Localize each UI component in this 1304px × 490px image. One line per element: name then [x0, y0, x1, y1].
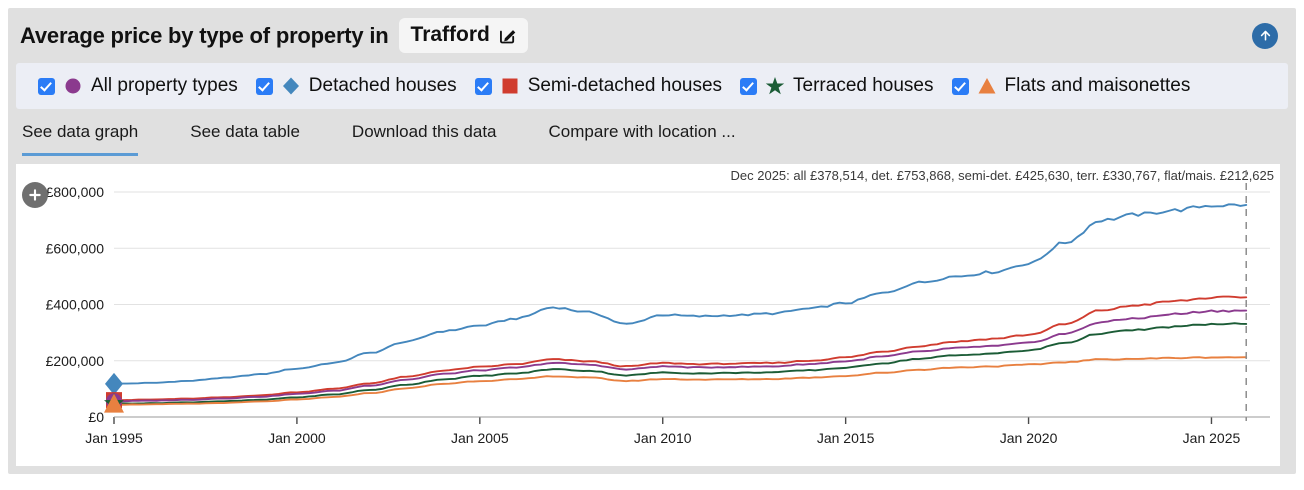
series-start-marker-triangle [104, 393, 124, 413]
legend-item-semi-detached-houses[interactable]: Semi-detached houses [474, 75, 723, 97]
checkbox-semi-detached-houses[interactable] [474, 77, 492, 95]
tab-see-data-table[interactable]: See data table [190, 122, 300, 141]
series-start-marker-diamond [105, 372, 123, 395]
page-title: Average price by type of property in [20, 22, 389, 48]
x-axis-tick-label: Jan 2005 [451, 430, 509, 446]
series-legend: All property types Detached houses Semi-… [16, 63, 1288, 109]
x-axis-tick-label: Jan 2015 [817, 430, 875, 446]
x-axis-tick-label: Jan 2020 [1000, 430, 1058, 446]
legend-label-flats-and-maisonettes: Flats and maisonettes [1004, 75, 1191, 96]
legend-label-all-property-types: All property types [91, 75, 238, 96]
blue-diamond-marker [282, 77, 299, 95]
x-axis-tick-label: Jan 2000 [268, 430, 326, 446]
pencil-square-icon [497, 25, 518, 46]
y-axis-tick-label: £400,000 [46, 297, 105, 313]
tab-see-data-graph[interactable]: See data graph [22, 112, 164, 156]
green-star-marker [765, 77, 785, 95]
legend-label-detached-houses: Detached houses [308, 75, 457, 96]
view-tabs: See data graph See data table Download t… [8, 112, 1296, 164]
price-chart-widget: Average price by type of property in Tra… [8, 8, 1296, 474]
red-square-marker [502, 78, 518, 94]
tab-compare-with-location[interactable]: Compare with location ... [548, 122, 736, 141]
chart-panel: Dec 2025: all £378,514, det. £753,868, s… [16, 164, 1280, 466]
series-line-detached-houses [113, 203, 1248, 385]
price-line-chart: £0 £200,000 £400,000 £600,000 £800,000 Jan 19… [46, 170, 1270, 446]
checkbox-all-property-types[interactable] [38, 77, 55, 95]
legend-label-semi-detached-houses: Semi-detached houses [527, 75, 723, 96]
widget-header: Average price by type of property in Tra… [8, 8, 1296, 63]
x-axis-tick-label: Jan 1995 [85, 430, 143, 446]
y-axis-tick-label: £600,000 [46, 240, 105, 256]
series-line-terraced-houses [113, 322, 1248, 405]
series-line-flats-and-maisonettes [113, 356, 1248, 406]
legend-item-detached-houses[interactable]: Detached houses [255, 75, 457, 97]
y-axis-tick-label: £0 [88, 409, 104, 425]
legend-item-all-property-types[interactable]: All property types [38, 75, 238, 97]
location-name: Trafford [410, 23, 490, 46]
x-axis-tick-label: Jan 2025 [1183, 430, 1241, 446]
purple-circle-marker [65, 78, 81, 94]
location-edit-button[interactable]: Trafford [398, 18, 528, 53]
orange-triangle-marker [978, 78, 995, 94]
x-axis-tick-label: Jan 2010 [634, 430, 692, 446]
series-line-all-property-types [113, 309, 1248, 403]
legend-label-terraced-houses: Terraced houses [793, 75, 934, 96]
legend-item-flats-and-maisonettes[interactable]: Flats and maisonettes [951, 75, 1191, 97]
zoom-in-plus-icon[interactable] [22, 182, 48, 208]
checkbox-flats-and-maisonettes[interactable] [951, 77, 969, 95]
checkbox-terraced-houses[interactable] [740, 77, 758, 95]
legend-item-terraced-houses[interactable]: Terraced houses [740, 75, 934, 97]
tab-download-this-data[interactable]: Download this data [351, 122, 497, 141]
chart-annotation: Dec 2025: all £378,514, det. £753,868, s… [730, 168, 1275, 183]
y-axis-tick-label: £800,000 [46, 184, 105, 200]
y-axis-tick-label: £200,000 [46, 353, 105, 369]
arrow-up-circle-icon[interactable] [1252, 22, 1278, 49]
series-line-semi-detached-houses [113, 295, 1248, 402]
checkbox-detached-houses[interactable] [255, 77, 273, 95]
